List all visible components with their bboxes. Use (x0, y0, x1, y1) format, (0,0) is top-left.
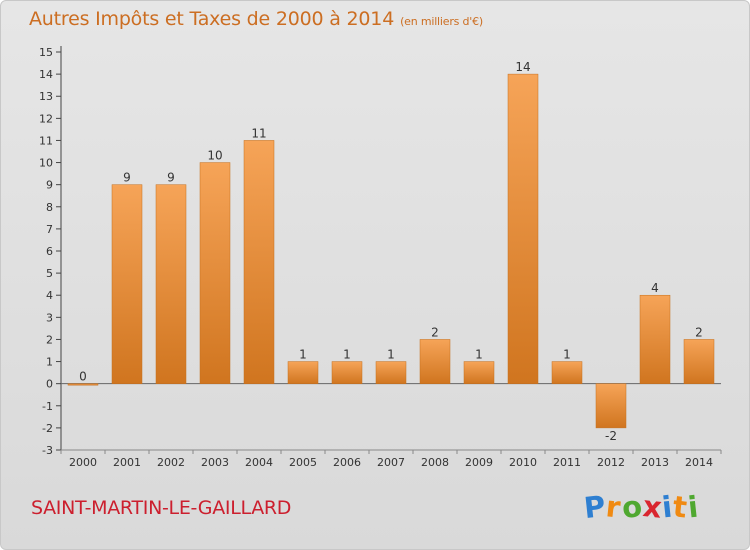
value-label-2006: 1 (343, 348, 351, 362)
y-tick-label: 1 (46, 356, 53, 369)
bar-2009 (463, 361, 495, 384)
y-tick-label: 13 (39, 90, 53, 103)
y-tick-label: -3 (42, 444, 53, 457)
x-tick-label-2005: 2005 (289, 456, 317, 469)
value-label-2009: 1 (475, 348, 483, 362)
x-tick-label-2001: 2001 (113, 456, 141, 469)
value-label-2012: -2 (605, 429, 617, 443)
x-tick-label-2002: 2002 (157, 456, 185, 469)
bar-2005 (287, 361, 319, 384)
x-tick-label-2013: 2013 (641, 456, 669, 469)
y-tick-label: 4 (46, 289, 53, 302)
x-tick-label-2007: 2007 (377, 456, 405, 469)
value-label-2004: 11 (251, 126, 266, 140)
value-label-2003: 10 (207, 149, 222, 163)
value-label-2002: 9 (167, 171, 175, 185)
bar-2003 (199, 162, 231, 384)
x-tick-label-2004: 2004 (245, 456, 273, 469)
bar-2011 (551, 361, 583, 384)
y-tick-label: -2 (42, 422, 53, 435)
value-label-2001: 9 (123, 171, 131, 185)
bar-2014 (683, 339, 715, 384)
bar-2002 (155, 184, 187, 384)
bar-2007 (375, 361, 407, 384)
logo-letter: i (686, 489, 701, 525)
proxiti-logo: Proxiti (582, 489, 701, 525)
y-tick-label: 8 (46, 201, 53, 214)
y-tick-label: 0 (46, 378, 53, 391)
x-tick-label-2008: 2008 (421, 456, 449, 469)
y-tick-label: -1 (42, 400, 53, 413)
y-tick-label: 11 (39, 134, 53, 147)
bar-2013 (639, 294, 671, 384)
bar-2010 (507, 73, 539, 384)
x-tick-label-2009: 2009 (465, 456, 493, 469)
chart-title: Autres Impôts et Taxes de 2000 à 2014 (en… (29, 8, 483, 30)
y-tick-label: 7 (46, 223, 53, 236)
bar-2008 (419, 339, 451, 384)
x-tick-label-2014: 2014 (685, 456, 713, 469)
y-tick-label: 10 (39, 157, 53, 170)
x-tick-label-2003: 2003 (201, 456, 229, 469)
bar-2004 (243, 140, 275, 384)
y-tick-label: 2 (46, 333, 53, 346)
value-label-2007: 1 (387, 348, 395, 362)
x-tick-label-2012: 2012 (597, 456, 625, 469)
bar-2006 (331, 361, 363, 384)
bar-2000 (67, 383, 99, 386)
bar-2001 (111, 184, 143, 384)
y-tick-label: 14 (39, 68, 53, 81)
x-tick-label-2006: 2006 (333, 456, 361, 469)
x-tick-label-2011: 2011 (553, 456, 581, 469)
y-tick-label: 9 (46, 179, 53, 192)
chart-unit: (en milliers d'€) (400, 15, 483, 28)
chart-title-text: Autres Impôts et Taxes de 2000 à 2014 (29, 8, 395, 30)
y-tick-label: 3 (46, 311, 53, 324)
y-tick-label: 6 (46, 245, 53, 258)
y-tick-label: 12 (39, 112, 53, 125)
x-tick-label-2000: 2000 (69, 456, 97, 469)
y-tick-label: 5 (46, 267, 53, 280)
value-label-2013: 4 (651, 281, 659, 295)
value-label-2005: 1 (299, 348, 307, 362)
x-tick-label-2010: 2010 (509, 456, 537, 469)
y-tick-label: 15 (39, 46, 53, 59)
value-label-2014: 2 (695, 325, 703, 339)
bar-2012 (595, 383, 627, 429)
value-label-2008: 2 (431, 325, 439, 339)
value-label-2010: 14 (515, 60, 530, 74)
commune-name: SAINT-MARTIN-LE-GAILLARD (31, 497, 292, 519)
value-label-2000: 0 (79, 370, 87, 384)
value-label-2011: 1 (563, 348, 571, 362)
